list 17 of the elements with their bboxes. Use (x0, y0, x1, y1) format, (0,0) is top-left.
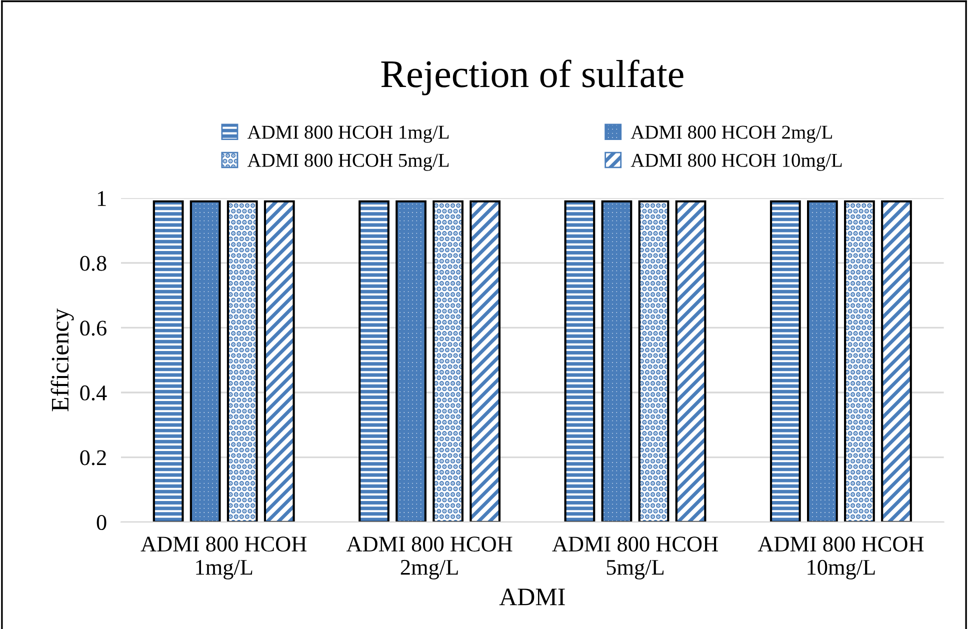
y-axis-title: Efficiency (50, 308, 74, 412)
y-tick-label: 0 (96, 515, 106, 530)
legend-label: ADMI 800 HCOH 10mg/L (630, 154, 842, 171)
y-tick-label: 1 (98, 191, 106, 206)
x-tick-label: ADMI 800 HCOH 2mg/L (346, 536, 512, 580)
x-tick-label: ADMI 800 HCOH 10mg/L (758, 536, 924, 580)
legend-label: ADMI 800 HCOH 5mg/L (247, 154, 449, 171)
y-tick-label: 0.8 (80, 256, 106, 271)
x-axis-title: ADMI (499, 588, 565, 606)
x-tick-label: ADMI 800 HCOH 1mg/L (140, 536, 307, 580)
legend-label: ADMI 800 HCOH 1mg/L (247, 126, 449, 143)
y-tick-label: 0.6 (80, 320, 106, 336)
chart-title: Rejection of sulfate (381, 60, 684, 96)
legend-label: ADMI 800 HCOH 2mg/L (630, 126, 832, 143)
x-tick-label: ADMI 800 HCOH 5mg/L (552, 536, 718, 580)
y-tick-label: 0.4 (80, 385, 107, 401)
y-tick-label: 0.2 (80, 450, 106, 466)
